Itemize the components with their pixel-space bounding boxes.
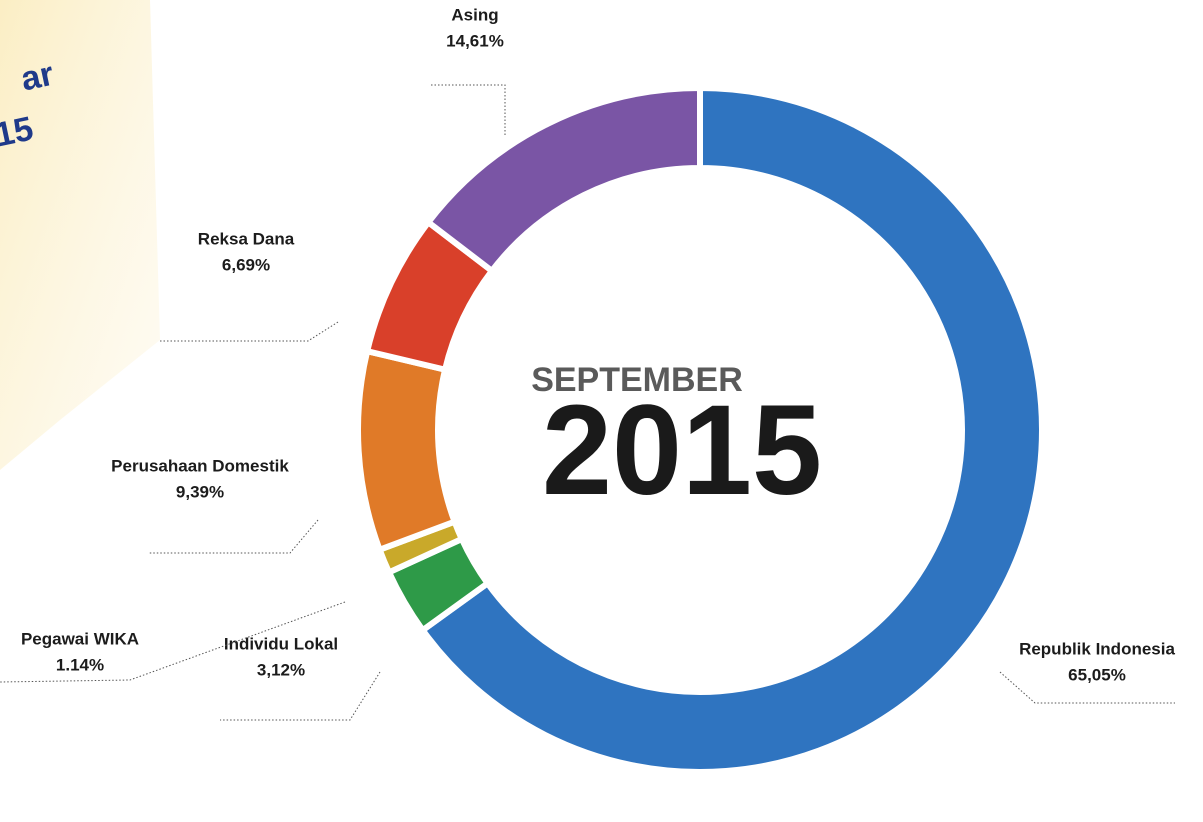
slice-value: 14,61% — [446, 31, 504, 50]
corner-text: ar — [18, 55, 57, 99]
donut-segment — [424, 84, 703, 276]
leader-line — [999, 671, 1175, 704]
leader-line — [220, 671, 381, 721]
center-title: SEPTEMBER — [531, 361, 743, 399]
slice-value: 9,39% — [176, 482, 224, 501]
donut-segment — [355, 347, 459, 554]
slice-label: Individu Lokal — [224, 634, 338, 653]
slice-label: Reksa Dana — [198, 229, 295, 248]
slice-value: 6,69% — [222, 255, 270, 274]
slice-label: Perusahaan Domestik — [111, 456, 289, 475]
leader-line — [0, 601, 346, 683]
slice-value: 65,05% — [1068, 665, 1126, 684]
slice-label: Pegawai WIKA — [21, 629, 139, 648]
donut-segment — [418, 84, 1045, 775]
slice-label: Republik Indonesia — [1019, 639, 1175, 658]
center-year: 2015 — [542, 379, 822, 522]
leader-line — [160, 321, 339, 342]
leader-line — [430, 84, 506, 135]
slice-label: Asing — [451, 5, 498, 24]
background-note — [0, 0, 160, 470]
slice-value: 1.14% — [56, 655, 104, 674]
leader-line — [148, 519, 319, 554]
slice-value: 3,12% — [257, 660, 305, 679]
